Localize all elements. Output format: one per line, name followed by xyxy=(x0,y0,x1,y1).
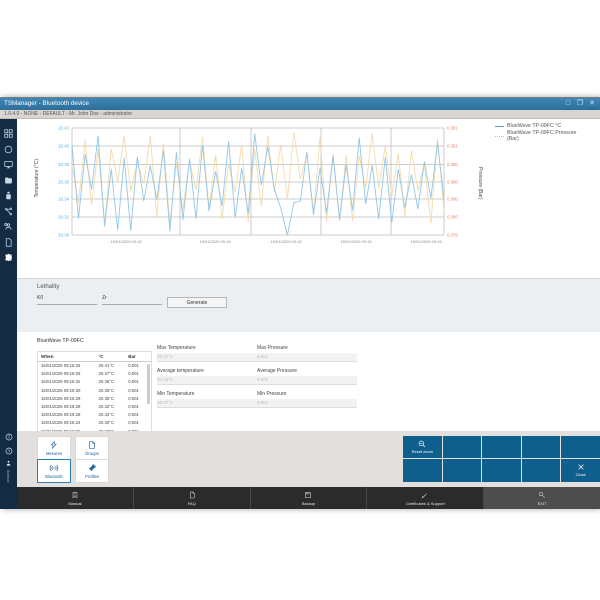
svg-text:20.40: 20.40 xyxy=(58,144,69,149)
svg-text:15/01/2025 09:15: 15/01/2025 09:15 xyxy=(270,239,302,244)
svg-text:0.380: 0.380 xyxy=(447,162,458,167)
svg-text:0.381: 0.381 xyxy=(447,144,458,149)
svg-text:15/01/2025 09:15: 15/01/2025 09:15 xyxy=(110,239,142,244)
svg-text:0.380: 0.380 xyxy=(447,215,458,220)
svg-text:20.34: 20.34 xyxy=(58,197,69,202)
svg-text:20.38: 20.38 xyxy=(58,162,69,167)
svg-text:0.380: 0.380 xyxy=(447,180,458,185)
svg-text:20.36: 20.36 xyxy=(58,180,69,185)
svg-text:15/01/2025 09:15: 15/01/2025 09:15 xyxy=(199,239,231,244)
svg-text:20.30: 20.30 xyxy=(58,233,69,238)
svg-text:0.381: 0.381 xyxy=(447,126,458,131)
svg-text:0.379: 0.379 xyxy=(447,233,458,238)
svg-text:20.32: 20.32 xyxy=(58,215,69,220)
svg-text:15/01/2025 09:15: 15/01/2025 09:15 xyxy=(410,239,442,244)
svg-text:20.42: 20.42 xyxy=(58,126,69,131)
svg-text:0.380: 0.380 xyxy=(447,197,458,202)
svg-text:15/01/2025 09:15: 15/01/2025 09:15 xyxy=(340,239,372,244)
